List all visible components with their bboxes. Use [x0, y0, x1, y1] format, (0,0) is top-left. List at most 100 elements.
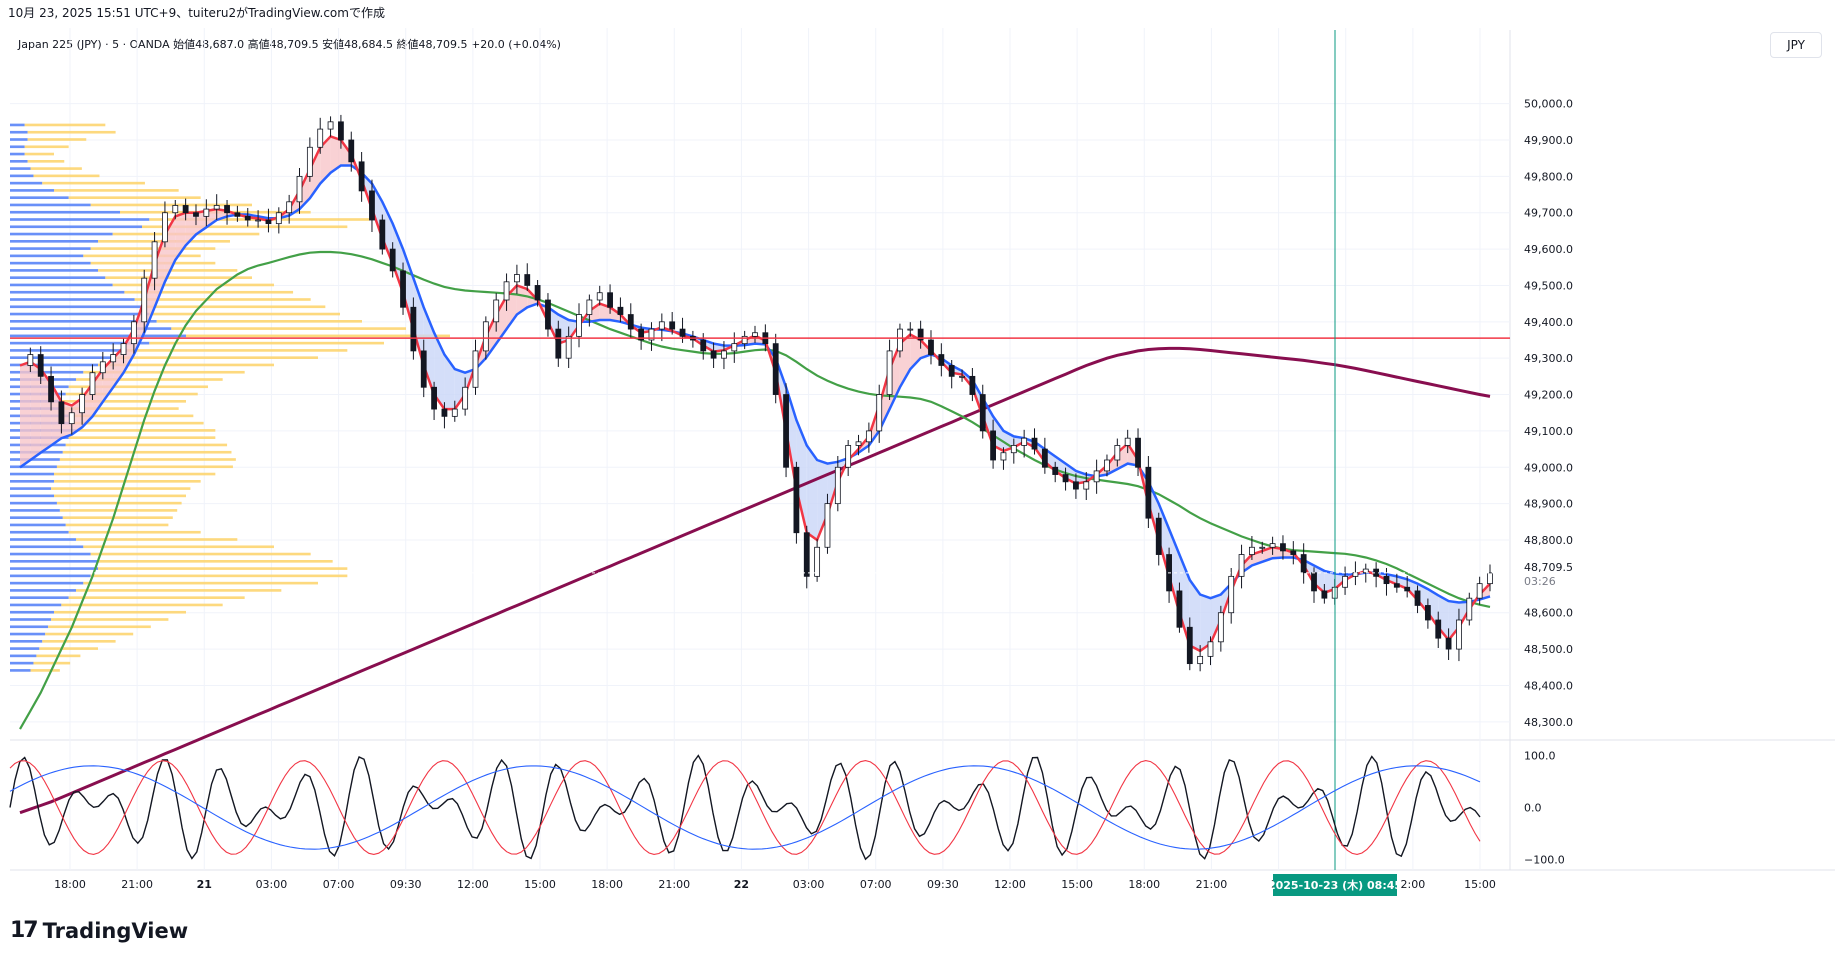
volume-bar-up	[10, 276, 106, 279]
symbol-info-line: Japan 225 (JPY) · 5 · OANDA 始値48,687.0 高…	[18, 38, 561, 51]
ma-cloud-segment	[154, 234, 165, 308]
candle-body	[679, 328, 686, 337]
candle-body	[110, 354, 117, 363]
candle-body	[431, 386, 437, 410]
candle-body	[286, 201, 293, 214]
volume-bar-up	[10, 669, 31, 672]
volume-bar-down	[112, 283, 275, 287]
time-tick-label: 03:00	[793, 878, 825, 891]
volume-bar-down	[33, 174, 100, 178]
oscillator-signal-line	[9, 760, 1481, 855]
candle-body	[1062, 474, 1069, 483]
osc-tick-label: −100.0	[1524, 854, 1565, 867]
volume-bar-up	[10, 472, 54, 476]
candle-body	[338, 121, 344, 141]
candle-body	[948, 365, 955, 377]
volume-bar-up	[10, 567, 98, 570]
volume-bar-up	[10, 298, 135, 301]
candle-body	[1311, 572, 1317, 592]
candle-body	[275, 212, 282, 225]
volume-bar-up	[10, 160, 28, 163]
volume-bar-up	[10, 356, 113, 359]
time-tick-label: 21:00	[658, 878, 690, 891]
volume-bar-up	[10, 647, 40, 650]
candle-body	[865, 430, 872, 443]
volume-bar-up	[10, 334, 186, 338]
time-tick-label: 21	[197, 878, 212, 891]
volume-bar-up	[10, 545, 84, 549]
candle-body	[193, 212, 199, 217]
volume-bar-down	[30, 167, 82, 170]
price-tick-label: 49,300.0	[1524, 352, 1573, 365]
price-tick-label: 48,800.0	[1524, 534, 1573, 547]
candle-body	[1414, 590, 1421, 606]
oscillator-fast-line	[9, 754, 1481, 861]
volume-bar-down	[42, 640, 116, 643]
volume-bar-up	[10, 189, 54, 192]
volume-bar-up	[10, 254, 84, 258]
candle-body	[586, 299, 593, 315]
candle-body	[741, 335, 748, 345]
volume-bar-up	[10, 138, 28, 141]
candle-body	[959, 375, 965, 378]
ma-cloud-segment	[599, 303, 611, 320]
time-tick-label: 22	[734, 878, 749, 891]
price-tick-label: 49,200.0	[1524, 389, 1573, 402]
volume-bar-up	[10, 174, 34, 178]
volume-bar-down	[142, 305, 326, 309]
candle-body	[482, 321, 489, 352]
ma-cloud-segment	[330, 136, 341, 173]
crosshair-time-badge	[1273, 874, 1397, 896]
candle-body	[524, 274, 531, 286]
volume-bar-down	[61, 400, 187, 403]
ma-cloud-segment	[1314, 565, 1325, 593]
volume-bar-up	[10, 480, 54, 483]
tradingview-logo: 17 TradingView	[10, 918, 188, 943]
candle-body	[1404, 586, 1411, 592]
candle-body	[27, 354, 34, 366]
candle-body	[327, 121, 334, 130]
volume-bar-up	[10, 509, 60, 512]
volume-bar-down	[24, 152, 54, 156]
volume-bar-down	[68, 414, 194, 418]
volume-bar-down	[33, 661, 71, 665]
candle-body	[213, 205, 220, 210]
ma-cloud-segment	[185, 212, 196, 246]
export-timestamp: 10月 23, 2025 15:51 UTC+9、tuiteru2がTradin…	[8, 6, 385, 20]
volume-bar-up	[10, 283, 113, 287]
volume-bar-down	[105, 276, 252, 279]
currency-button[interactable]: JPY	[1770, 32, 1822, 58]
candle-body	[296, 175, 303, 203]
volume-bar-up	[10, 240, 98, 243]
volume-bar-up	[10, 305, 142, 309]
countdown-label: 03:26	[1524, 575, 1556, 588]
candle-body	[721, 350, 727, 359]
candle-body	[58, 401, 65, 425]
candle-body	[1073, 481, 1079, 490]
volume-bar-down	[68, 196, 201, 199]
candle-body	[752, 332, 758, 337]
volume-bar-down	[71, 421, 204, 425]
volume-bar-up	[10, 247, 91, 250]
price-tick-label: 49,900.0	[1524, 134, 1573, 147]
time-tick-label: 15:00	[1061, 878, 1093, 891]
volume-bar-down	[68, 530, 201, 534]
volume-bar-down	[51, 618, 169, 621]
osc-tick-label: 0.0	[1524, 802, 1542, 815]
candle-body	[1228, 575, 1235, 614]
time-tick-label: 07:00	[860, 878, 892, 891]
candle-body	[1445, 637, 1452, 650]
candle-body	[824, 503, 831, 548]
osc-tick-label: 100.0	[1524, 749, 1556, 762]
volume-bar-up	[10, 538, 76, 541]
volume-bar-up	[10, 196, 69, 199]
chart-canvas[interactable]: 50,000.0 49,900.0 49,800.0 49,700.0 49,600.0…	[0, 28, 1835, 908]
candle-body	[783, 394, 789, 468]
time-tick-label: 09:30	[927, 878, 959, 891]
ma-slow-line	[19, 250, 1491, 730]
candle-body	[182, 205, 189, 214]
volume-bar-down	[56, 501, 182, 505]
volume-bar-up	[10, 269, 98, 272]
volume-bar-down	[65, 443, 228, 447]
ma-mid-line	[19, 164, 1491, 604]
